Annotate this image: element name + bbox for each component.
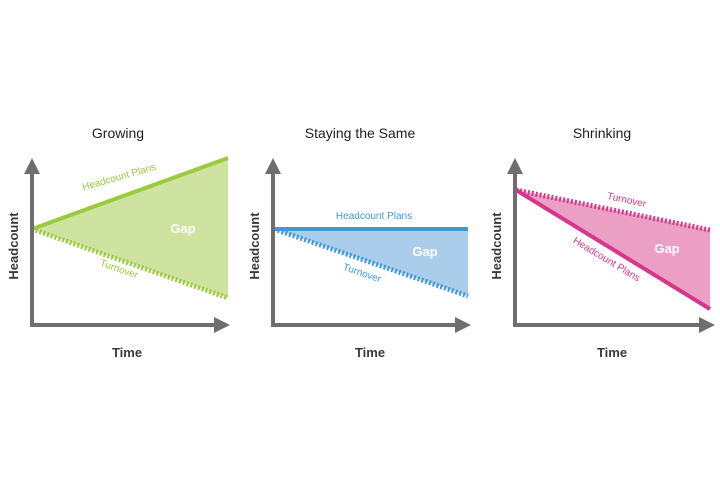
headcount-plans-label: Headcount Plans: [336, 211, 412, 222]
y-axis-label: Headcount: [6, 212, 21, 280]
gap-label: Gap: [654, 241, 679, 256]
turnover-line: [515, 187, 711, 233]
turnover-line: [31, 226, 229, 301]
headcount-plans-line: [31, 156, 229, 231]
gap-label: Gap: [170, 221, 195, 236]
y-axis-label: Headcount: [247, 212, 262, 280]
x-axis-label: Time: [355, 345, 385, 360]
gap-label: Gap: [412, 244, 437, 259]
headcount-plans-line: [514, 188, 712, 311]
panel-title: Shrinking: [573, 125, 631, 141]
x-axis-label: Time: [112, 345, 142, 360]
panel-title: Staying the Same: [305, 125, 416, 141]
panel-staying-the-same: Staying the Same Headcount Plans Turnove…: [247, 125, 471, 360]
x-axis-label: Time: [597, 345, 627, 360]
y-axis-label: Headcount: [489, 212, 504, 280]
panel-shrinking: Shrinking Turnover Headcount Plans Gap T…: [489, 125, 715, 360]
panel-growing: Growing Headcount Plans Turnover Gap Tim…: [6, 125, 230, 360]
gap-area: [32, 158, 228, 298]
panel-title: Growing: [92, 125, 144, 141]
